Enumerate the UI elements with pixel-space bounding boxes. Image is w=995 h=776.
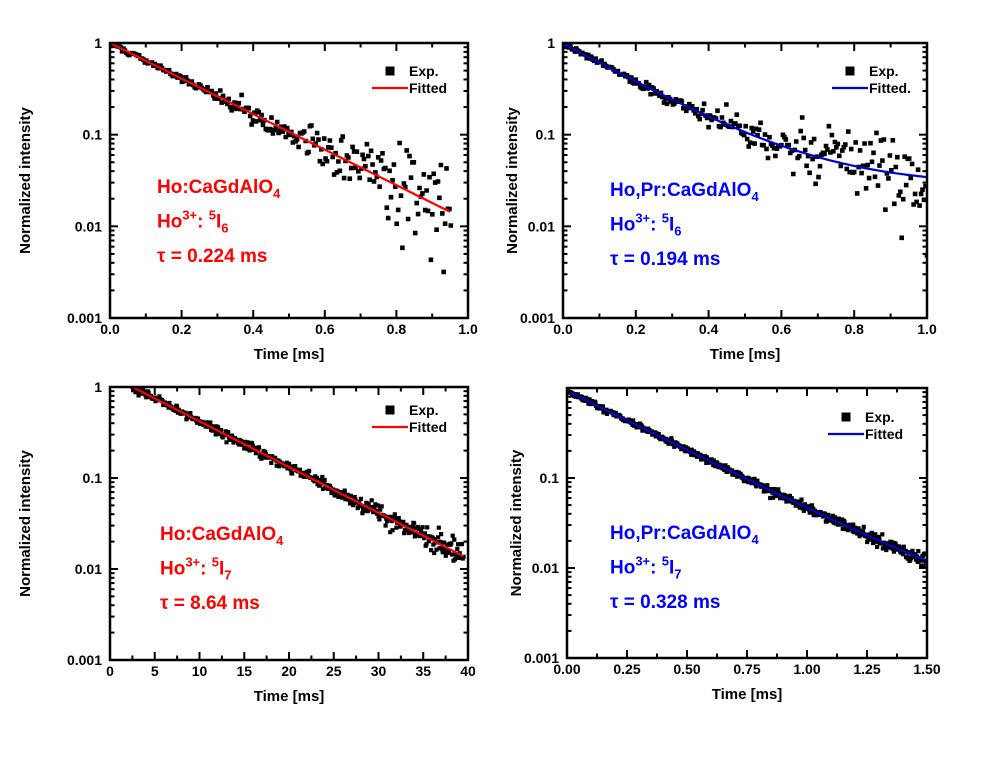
annotation-transition: Ho3+: 5I7 <box>610 554 682 582</box>
x-axis-tick-label: 0.50 <box>673 661 700 677</box>
x-axis-tick-label: 0.8 <box>387 321 407 337</box>
x-axis-tick-label: 1.50 <box>913 661 940 677</box>
annotation-material: Ho,Pr:CaGdAlO4 <box>610 180 759 204</box>
annotation-lifetime: τ = 0.194 ms <box>610 249 720 270</box>
annotation-lifetime: τ = 8.64 ms <box>160 593 260 614</box>
x-axis-tick-label: 0.2 <box>172 321 192 337</box>
x-axis-tick-label: 1.0 <box>458 321 478 337</box>
annotation-transition: Ho3+: 5I7 <box>160 555 232 583</box>
annotation-material: Ho:CaGdAlO4 <box>157 177 281 201</box>
x-axis-title: Time [ms] <box>254 346 325 363</box>
fit-line <box>567 389 927 562</box>
y-axis-tick-label: 1 <box>94 35 102 51</box>
x-axis-title: Time [ms] <box>254 688 325 705</box>
x-axis-tick-label: 15 <box>236 663 252 679</box>
x-axis-title: Time [ms] <box>710 346 781 363</box>
x-axis-tick-label: 0.6 <box>315 321 335 337</box>
y-axis-tick-label: 0.001 <box>520 310 555 326</box>
annotation-material: Ho,Pr:CaGdAlO4 <box>610 523 759 547</box>
x-axis-tick-label: 20 <box>281 663 297 679</box>
legend-exp-label: Exp. <box>869 63 899 79</box>
panel-top-right: 0.0 0.2 0.4 0.6 0.8 1.0 1 0.1 0.01 0.001 Time [ms]… <box>504 35 937 363</box>
y-axis-tick-label: 0.1 <box>536 127 556 143</box>
x-axis-tick-label: 0.25 <box>613 661 640 677</box>
legend-fit-label: Fitted <box>409 80 447 96</box>
x-axis-tick-label: 0.4 <box>699 321 719 337</box>
y-axis-tick-label: 0.01 <box>532 560 559 576</box>
legend-exp-marker-icon <box>385 405 395 415</box>
y-axis-tick-label: 0.001 <box>524 650 559 666</box>
y-axis-tick-label: 0.01 <box>75 218 102 234</box>
annotation-lifetime: τ = 0.328 ms <box>610 592 720 613</box>
y-axis-tick-label: 0.01 <box>528 218 555 234</box>
fit-line <box>110 43 451 213</box>
x-axis-tick-label: 0.2 <box>626 321 646 337</box>
legend: Exp.Fitted <box>372 63 447 96</box>
y-axis-tick-label: 0.1 <box>540 470 560 486</box>
y-axis-tick-label: 0.001 <box>67 310 102 326</box>
x-axis-tick-label: 5 <box>151 663 159 679</box>
panel-top-left: 0.0 0.2 0.4 0.6 0.8 1.0 1 0.1 0.01 0.001 Time [ms]… <box>17 35 478 363</box>
x-axis-tick-label: 0.75 <box>733 661 760 677</box>
legend: Exp.Fitted <box>372 402 447 435</box>
x-axis-tick-label: 0.0 <box>100 321 120 337</box>
x-axis-tick-label: 30 <box>371 663 387 679</box>
legend-exp-marker-icon <box>841 412 851 422</box>
scatter-series-exp <box>110 43 454 275</box>
y-axis-tick-label: 0.001 <box>67 652 102 668</box>
y-axis-title: Normalized intensity <box>17 449 34 596</box>
x-axis-tick-label: 0.4 <box>243 321 263 337</box>
panel-bottom-right: 0.00 0.25 0.50 0.75 1.00 1.25 1.50 0.1 0.01 0.001… <box>508 386 941 703</box>
x-axis-tick-label: 35 <box>415 663 431 679</box>
legend-exp-marker-icon <box>385 66 395 76</box>
legend-exp-label: Exp. <box>409 63 439 79</box>
x-axis-tick-label: 0 <box>106 663 114 679</box>
legend-fit-label: Fitted <box>409 419 447 435</box>
y-axis-tick-label: 0.1 <box>83 127 103 143</box>
x-axis-tick-label: 40 <box>460 663 476 679</box>
legend-exp-label: Exp. <box>865 409 895 425</box>
annotation-transition: Ho3+: 5I6 <box>610 211 682 239</box>
y-axis-tick-label: 0.01 <box>75 561 102 577</box>
x-axis-tick-label: 0.6 <box>772 321 792 337</box>
annotation-material: Ho:CaGdAlO4 <box>160 524 284 548</box>
x-axis-tick-label: 25 <box>326 663 342 679</box>
x-axis-tick-label: 1.0 <box>917 321 937 337</box>
legend-exp-marker-icon <box>845 66 855 76</box>
legend-fit-label: Fitted. <box>869 80 911 96</box>
y-axis-title: Normalized intensity <box>17 106 34 253</box>
x-axis-tick-label: 1.00 <box>793 661 820 677</box>
legend-fit-label: Fitted <box>865 426 903 442</box>
y-axis-title: Normalized intensity <box>508 449 525 596</box>
x-axis-tick-label: 0.8 <box>844 321 864 337</box>
annotation-transition: Ho3+: 5I6 <box>157 208 229 236</box>
x-axis-tick-label: 0.0 <box>553 321 573 337</box>
y-axis-tick-label: 1 <box>94 379 102 395</box>
legend: Exp.Fitted <box>828 409 903 442</box>
y-axis-tick-label: 0.1 <box>83 470 103 486</box>
x-axis-tick-label: 0.00 <box>553 661 580 677</box>
fit-line <box>563 43 927 179</box>
x-axis-tick-label: 1.25 <box>853 661 880 677</box>
y-axis-title: Normalized intensity <box>504 106 521 253</box>
legend-exp-label: Exp. <box>409 402 439 418</box>
legend: Exp.Fitted. <box>832 63 911 96</box>
x-axis-tick-label: 10 <box>192 663 208 679</box>
panel-bottom-left: 0 5 10 15 20 25 30 35 40 1 0.1 0.01 0.001 Time [ms] No… <box>17 379 476 705</box>
scatter-series-exp <box>130 387 466 563</box>
y-axis-tick-label: 1 <box>547 35 555 51</box>
fit-line <box>131 387 465 558</box>
annotation-lifetime: τ = 0.224 ms <box>157 246 267 267</box>
x-axis-title: Time [ms] <box>712 686 783 703</box>
